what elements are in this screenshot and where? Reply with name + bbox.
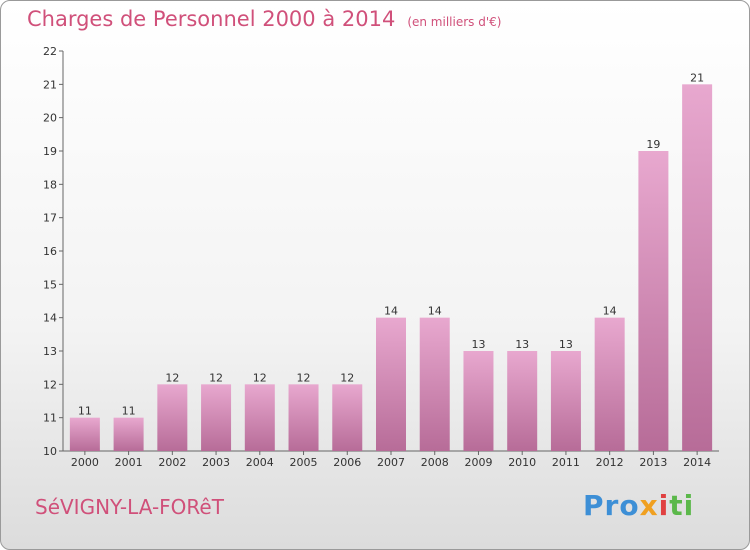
- chart-title: Charges de Personnel 2000 à 2014 (en mill…: [27, 7, 501, 31]
- bar: [332, 384, 363, 451]
- bar: [638, 151, 669, 451]
- y-tick-label: 14: [43, 312, 57, 325]
- y-tick-label: 22: [43, 45, 57, 58]
- y-tick-label: 10: [43, 445, 57, 458]
- chart-subtitle: (en milliers d'€): [407, 15, 502, 29]
- bar-value-label: 19: [646, 138, 660, 151]
- bar-value-label: 13: [471, 338, 485, 351]
- bar: [419, 317, 450, 451]
- y-tick-label: 20: [43, 112, 57, 125]
- bar: [244, 384, 275, 451]
- bar: [69, 417, 100, 451]
- bar: [288, 384, 319, 451]
- bar: [550, 351, 581, 451]
- bar-value-label: 11: [122, 405, 136, 418]
- x-tick-label: 2004: [246, 456, 274, 469]
- proxiti-logo: Proxiti: [583, 489, 694, 522]
- x-axis: 2000 2001 2002 2003 2004 2005 2006 2007 2008 2009…: [63, 450, 719, 469]
- logo-part-3: i: [658, 489, 670, 522]
- bar-value-label: 11: [78, 405, 92, 418]
- y-tick-label: 15: [43, 278, 57, 291]
- x-tick-label: 2011: [552, 456, 580, 469]
- bar-value-label: 12: [209, 371, 223, 384]
- bar-value-label: 12: [340, 371, 354, 384]
- x-tick-label: 2001: [115, 456, 143, 469]
- bar: [201, 384, 232, 451]
- x-tick-label: 2009: [464, 456, 492, 469]
- logo-part-1: Pro: [583, 489, 640, 522]
- bar: [682, 84, 713, 451]
- bar: [507, 351, 538, 451]
- y-tick-label: 16: [43, 245, 57, 258]
- x-tick-label: 2000: [71, 456, 99, 469]
- bar: [157, 384, 188, 451]
- x-tick-label: 2002: [158, 456, 186, 469]
- bar-value-label: 13: [515, 338, 529, 351]
- x-tick-label: 2008: [421, 456, 449, 469]
- x-tick-label: 2003: [202, 456, 230, 469]
- y-axis: 10 11 12 13 14 15 16 17 18 19 20 21 22: [43, 45, 64, 458]
- x-tick-label: 2005: [290, 456, 318, 469]
- x-tick-label: 2006: [333, 456, 361, 469]
- x-tick-label: 2014: [683, 456, 711, 469]
- bar: [463, 351, 494, 451]
- x-tick-label: 2013: [639, 456, 667, 469]
- logo-part-2: x: [639, 489, 659, 522]
- bar-value-label: 12: [165, 371, 179, 384]
- bar-value-label: 14: [603, 305, 617, 318]
- chart-title-text: Charges de Personnel 2000 à 2014: [27, 7, 396, 31]
- y-tick-label: 13: [43, 345, 57, 358]
- bar-value-label: 12: [253, 371, 267, 384]
- bar: [594, 317, 625, 451]
- bar-value-label: 21: [690, 71, 704, 84]
- y-tick-label: 19: [43, 145, 57, 158]
- y-tick-label: 18: [43, 178, 57, 191]
- y-tick-label: 12: [43, 378, 57, 391]
- bars: 11 11 12 12 12 12 12 14 14 13 13 13 14 19 21: [69, 71, 713, 451]
- bar: [376, 317, 406, 451]
- x-tick-label: 2010: [508, 456, 536, 469]
- bar: [113, 417, 144, 451]
- x-tick-label: 2012: [596, 456, 624, 469]
- y-tick-label: 21: [43, 78, 57, 91]
- bar-value-label: 14: [428, 305, 442, 318]
- bar-value-label: 14: [384, 305, 398, 318]
- bar-value-label: 12: [297, 371, 311, 384]
- bar-value-label: 13: [559, 338, 573, 351]
- commune-name: SéVIGNY-LA-FORêT: [35, 495, 224, 519]
- x-tick-label: 2007: [377, 456, 405, 469]
- y-tick-label: 11: [43, 412, 57, 425]
- y-tick-label: 17: [43, 212, 57, 225]
- logo-part-4: ti: [669, 489, 695, 522]
